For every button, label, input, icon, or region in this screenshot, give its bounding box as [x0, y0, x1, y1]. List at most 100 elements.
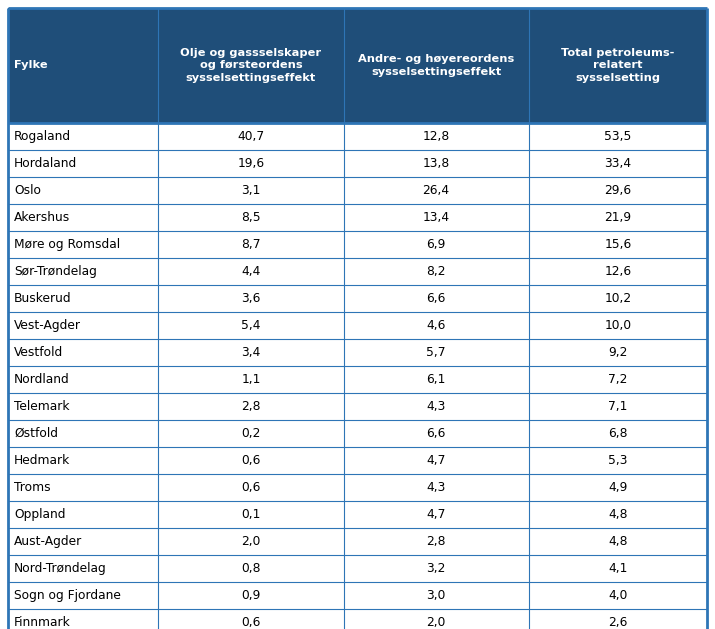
Text: Andre- og høyereordens
sysselsettingseffekt: Andre- og høyereordens sysselsettingseff…: [358, 54, 514, 77]
Text: 12,8: 12,8: [423, 130, 450, 143]
Text: 0,1: 0,1: [241, 508, 260, 521]
Text: 0,6: 0,6: [241, 616, 260, 629]
Bar: [8, 204, 707, 231]
Text: 8,7: 8,7: [241, 238, 261, 251]
Text: Aust-Agder: Aust-Agder: [14, 535, 82, 548]
Bar: [8, 393, 707, 420]
Text: Sogn og Fjordane: Sogn og Fjordane: [14, 589, 121, 602]
Bar: [8, 177, 707, 204]
Text: 2,0: 2,0: [241, 535, 260, 548]
Text: Fylke: Fylke: [14, 60, 48, 70]
Text: 2,0: 2,0: [426, 616, 446, 629]
Text: Sør-Trøndelag: Sør-Trøndelag: [14, 265, 97, 278]
Text: 12,6: 12,6: [604, 265, 631, 278]
Bar: [8, 555, 707, 582]
Bar: [8, 582, 707, 609]
Bar: [8, 528, 707, 555]
Text: 26,4: 26,4: [423, 184, 450, 197]
Text: 3,6: 3,6: [241, 292, 260, 305]
Text: 0,9: 0,9: [241, 589, 260, 602]
Text: 3,1: 3,1: [241, 184, 260, 197]
Text: 15,6: 15,6: [604, 238, 631, 251]
Text: 4,0: 4,0: [608, 589, 628, 602]
Bar: [8, 339, 707, 366]
Text: Finnmark: Finnmark: [14, 616, 71, 629]
Text: 6,9: 6,9: [426, 238, 446, 251]
Text: 10,2: 10,2: [604, 292, 631, 305]
Text: Møre og Romsdal: Møre og Romsdal: [14, 238, 120, 251]
Text: 1,1: 1,1: [241, 373, 260, 386]
Text: Nord-Trøndelag: Nord-Trøndelag: [14, 562, 107, 575]
Text: Oppland: Oppland: [14, 508, 66, 521]
Text: 2,8: 2,8: [426, 535, 446, 548]
Text: 13,8: 13,8: [423, 157, 450, 170]
Text: Hedmark: Hedmark: [14, 454, 70, 467]
Text: 9,2: 9,2: [608, 346, 628, 359]
Text: 0,8: 0,8: [241, 562, 261, 575]
Bar: [8, 501, 707, 528]
Text: 4,9: 4,9: [608, 481, 628, 494]
Text: 4,8: 4,8: [608, 535, 628, 548]
Text: 29,6: 29,6: [604, 184, 631, 197]
Text: 8,5: 8,5: [241, 211, 261, 224]
Text: Vestfold: Vestfold: [14, 346, 63, 359]
Bar: [8, 123, 707, 150]
Text: Nordland: Nordland: [14, 373, 70, 386]
Text: 7,2: 7,2: [608, 373, 628, 386]
Bar: [8, 285, 707, 312]
Text: 6,1: 6,1: [426, 373, 446, 386]
Text: 5,4: 5,4: [241, 319, 261, 332]
Text: 33,4: 33,4: [604, 157, 631, 170]
Text: Buskerud: Buskerud: [14, 292, 72, 305]
Text: 8,2: 8,2: [426, 265, 446, 278]
Text: 4,1: 4,1: [608, 562, 628, 575]
Text: 21,9: 21,9: [604, 211, 631, 224]
Text: 13,4: 13,4: [423, 211, 450, 224]
Bar: [8, 231, 707, 258]
Text: Vest-Agder: Vest-Agder: [14, 319, 81, 332]
Text: 4,4: 4,4: [241, 265, 260, 278]
Text: 0,2: 0,2: [241, 427, 260, 440]
Bar: [8, 312, 707, 339]
Text: 3,4: 3,4: [241, 346, 260, 359]
Text: 7,1: 7,1: [608, 400, 628, 413]
Bar: [8, 8, 707, 123]
Text: 0,6: 0,6: [241, 454, 260, 467]
Text: 19,6: 19,6: [237, 157, 265, 170]
Text: 6,6: 6,6: [426, 427, 446, 440]
Bar: [8, 447, 707, 474]
Bar: [8, 609, 707, 629]
Bar: [8, 474, 707, 501]
Text: Rogaland: Rogaland: [14, 130, 71, 143]
Text: Akershus: Akershus: [14, 211, 70, 224]
Text: 6,8: 6,8: [608, 427, 628, 440]
Text: 40,7: 40,7: [237, 130, 265, 143]
Bar: [8, 420, 707, 447]
Text: 53,5: 53,5: [604, 130, 631, 143]
Text: Olje og gassselskaper
og førsteordens
sysselsettingseffekt: Olje og gassselskaper og førsteordens sy…: [180, 48, 322, 83]
Text: Oslo: Oslo: [14, 184, 41, 197]
Text: 6,6: 6,6: [426, 292, 446, 305]
Text: 5,3: 5,3: [608, 454, 628, 467]
Text: 4,7: 4,7: [426, 454, 446, 467]
Text: 3,0: 3,0: [426, 589, 446, 602]
Text: Østfold: Østfold: [14, 427, 58, 440]
Text: 5,7: 5,7: [426, 346, 446, 359]
Text: Troms: Troms: [14, 481, 51, 494]
Text: 4,3: 4,3: [426, 481, 446, 494]
Text: 2,8: 2,8: [241, 400, 261, 413]
Text: Hordaland: Hordaland: [14, 157, 77, 170]
Bar: [8, 150, 707, 177]
Text: 4,8: 4,8: [608, 508, 628, 521]
Text: 3,2: 3,2: [426, 562, 446, 575]
Text: 4,3: 4,3: [426, 400, 446, 413]
Text: Total petroleums-
relatert
sysselsetting: Total petroleums- relatert sysselsetting: [561, 48, 674, 83]
Text: 4,6: 4,6: [426, 319, 446, 332]
Text: 2,6: 2,6: [608, 616, 628, 629]
Text: 4,7: 4,7: [426, 508, 446, 521]
Text: 0,6: 0,6: [241, 481, 260, 494]
Bar: [8, 366, 707, 393]
Bar: [8, 258, 707, 285]
Text: Telemark: Telemark: [14, 400, 69, 413]
Text: 10,0: 10,0: [604, 319, 631, 332]
